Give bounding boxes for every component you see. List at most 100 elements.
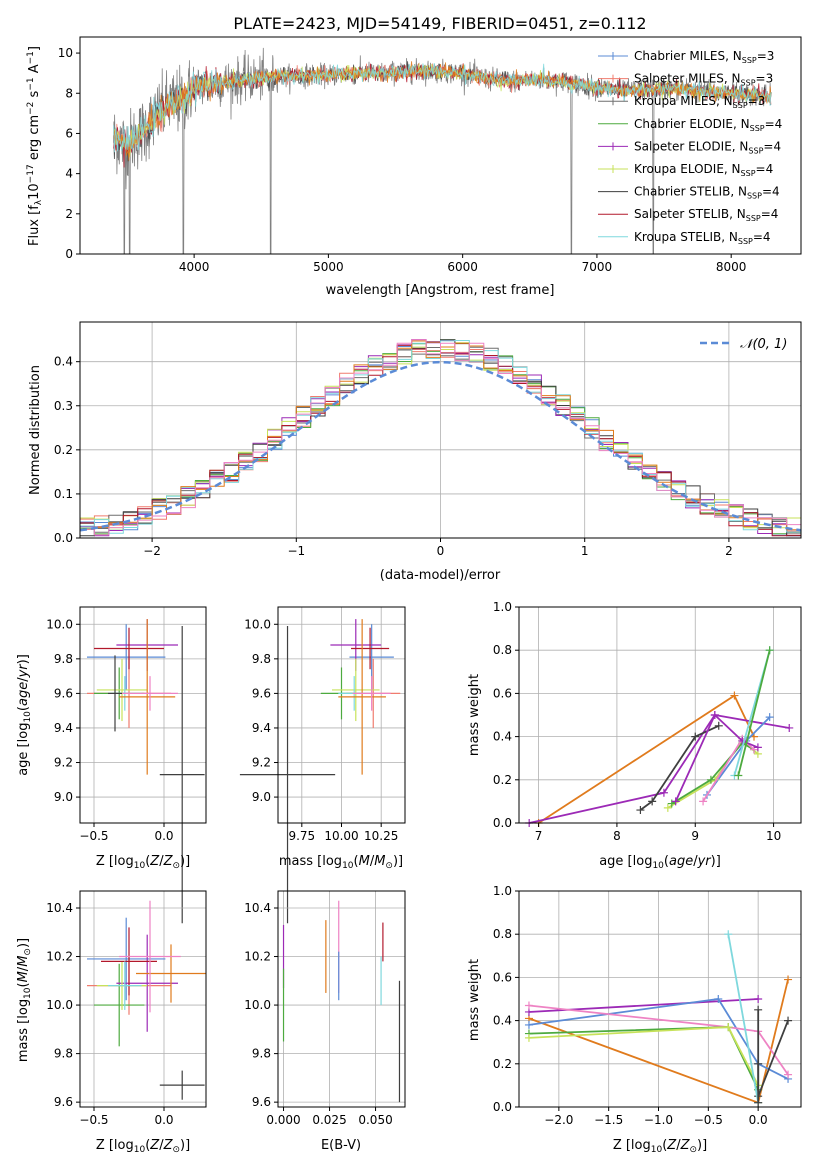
y-tick-label: 1.0 — [493, 600, 512, 614]
axes-frame — [277, 890, 406, 1108]
y-tick-label: 6 — [65, 126, 73, 140]
x-tick-label: −0.5 — [694, 1113, 723, 1127]
legend-label-tail: =4 — [762, 185, 780, 199]
mass-vs-metallicity-panel: −0.5 0.0 9.6 9.8 10.0 10.2 10.4 Z [log10(Z/Z⊙)… — [16, 890, 207, 1155]
y-tick-label: 0.2 — [493, 1057, 512, 1071]
y-tick-label: 0.0 — [493, 1100, 512, 1114]
x-tick-label: 5000 — [313, 260, 344, 274]
age-vs-mass-panel: 9.75 10.00 10.25 9.0 9.2 9.4 9.6 9.8 10.0 mass [… — [239, 606, 406, 924]
legend-label-tail: =4 — [763, 139, 781, 153]
x-tick-label: −1 — [287, 544, 305, 558]
series-marker — [754, 995, 763, 1003]
weight-vs-metallicity-panel: −2.0 −1.5 −1.0 −0.5 0.0 0.0 0.2 0.4 0.6 0.8 1.0 Z … — [467, 884, 802, 1155]
x-tick-label: 0.0 — [154, 829, 173, 843]
series-line — [528, 998, 789, 1080]
residuals-plot-area — [80, 322, 801, 539]
series-line — [674, 713, 759, 802]
x-tick-label: 2 — [725, 544, 733, 558]
legend-label-main: Chabrier STELIB, N — [634, 185, 747, 199]
series-marker — [785, 723, 794, 732]
legend-label-tail: =4 — [761, 207, 779, 221]
legend-label-sub: SSP — [741, 79, 756, 88]
legend-label-sub: SSP — [742, 56, 757, 65]
y-tick-label: 9.2 — [252, 756, 271, 770]
y-tick-label: 9.8 — [252, 1047, 271, 1061]
age-mass-xlabel: mass [log10(M/M⊙)] — [279, 854, 403, 871]
y-tick-label: 1.0 — [493, 884, 512, 898]
x-tick-label: 0.000 — [266, 1113, 300, 1127]
y-tick-label: 0.4 — [54, 355, 73, 369]
x-tick-label: 0 — [437, 544, 445, 558]
y-tick-label: 0.4 — [493, 1014, 512, 1028]
histogram-series — [80, 339, 801, 536]
y-tick-label: 0.6 — [493, 686, 512, 700]
series-line — [538, 694, 755, 824]
y-tick-label: 9.8 — [252, 652, 271, 666]
legend-label-main: Kroupa MILES, N — [634, 94, 733, 108]
x-tick-label: 9.75 — [288, 829, 315, 843]
legend-label-sub: SSP — [746, 214, 761, 223]
y-tick-label: 9.6 — [252, 686, 271, 700]
series-marker — [671, 797, 680, 806]
series-marker — [714, 995, 723, 1003]
y-tick-label: 9.2 — [54, 756, 73, 770]
series-marker — [754, 1059, 763, 1068]
series-line — [727, 934, 760, 1103]
series-line — [671, 741, 755, 805]
series-marker — [524, 1020, 533, 1029]
histograms — [80, 339, 801, 537]
legend-label: Salpeter STELIB, NSSP=4 — [634, 207, 778, 223]
gauss-legend-label: 𝒩(0, 1) — [740, 337, 787, 352]
y-tick-label: 9.0 — [252, 790, 271, 804]
mass-vs-metallicity-plot: −0.5 0.0 9.6 9.8 10.0 10.2 10.4 — [46, 890, 207, 1127]
residuals-ticks: −2 −1 0 1 2 0.0 0.1 0.2 0.3 0.4 — [54, 355, 733, 558]
y-tick-label: 10.2 — [46, 950, 73, 964]
legend-label: Salpeter ELODIE, NSSP=4 — [634, 139, 781, 155]
y-tick-label: 2 — [65, 207, 73, 221]
y-tick-label: 9.6 — [54, 1095, 73, 1109]
spectrum-panel: 4000 5000 6000 7000 8000 0 2 4 6 8 10 wavelength [… — [26, 36, 802, 298]
legend-label: Chabrier ELODIE, NSSP=4 — [634, 117, 782, 133]
series-line — [702, 737, 755, 802]
residuals-panel: −2 −1 0 1 2 0.0 0.1 0.2 0.3 0.4 (data-model)/erro… — [28, 321, 802, 583]
weight-vs-age-plot: 7 8 9 10 0.0 0.2 0.4 0.6 0.8 1.0 — [493, 600, 802, 843]
legend-label-sub: SSP — [733, 101, 748, 110]
series-marker — [524, 1033, 533, 1042]
legend-label: Salpeter MILES, NSSP=3 — [634, 72, 773, 88]
y-tick-label: 9.6 — [54, 686, 73, 700]
y-tick-label: 0.2 — [493, 773, 512, 787]
mass-z-xlabel: Z [log10(Z/Z⊙)] — [96, 1138, 190, 1155]
x-tick-label: 0.0 — [154, 1113, 173, 1127]
legend-label-tail: =3 — [748, 94, 766, 108]
mass-vs-ebv-panel: 0.000 0.025 0.050 9.6 9.8 10.0 10.2 10.4 E(B-V) — [244, 890, 406, 1153]
legend-label-tail: =3 — [756, 72, 774, 86]
y-tick-label: 0.8 — [493, 927, 512, 941]
y-tick-label: 0.4 — [493, 730, 512, 744]
y-tick-label: 10.0 — [244, 617, 271, 631]
y-tick-label: 0.0 — [54, 531, 73, 545]
axes-frame — [79, 890, 207, 1108]
series-marker — [706, 775, 715, 784]
legend-label: Kroupa STELIB, NSSP=4 — [634, 230, 771, 246]
series-marker — [765, 713, 774, 722]
spectrum-xlabel: wavelength [Angstrom, rest frame] — [326, 283, 555, 298]
series-marker — [754, 1098, 763, 1107]
model-spectrum — [113, 61, 772, 161]
series-marker — [753, 743, 762, 752]
series-marker — [724, 1023, 733, 1032]
y-tick-label: 9.8 — [54, 652, 73, 666]
axes-frame — [518, 890, 802, 1108]
legend-label: Chabrier STELIB, NSSP=4 — [634, 185, 780, 201]
series-marker — [710, 711, 719, 719]
y-tick-label: 10.4 — [46, 901, 73, 915]
figure-title: PLATE=2423, MJD=54149, FIBERID=0451, z=0… — [233, 14, 646, 33]
legend-label: Kroupa MILES, NSSP=3 — [634, 94, 765, 110]
series-line — [528, 1026, 760, 1086]
x-tick-label: 1 — [581, 544, 589, 558]
y-tick-label: 4 — [65, 167, 73, 181]
axes-frame — [518, 606, 802, 824]
series-marker — [524, 1001, 533, 1010]
residuals-ylabel: Normed distribution — [28, 365, 43, 495]
legend-label-tail: =4 — [765, 117, 783, 131]
